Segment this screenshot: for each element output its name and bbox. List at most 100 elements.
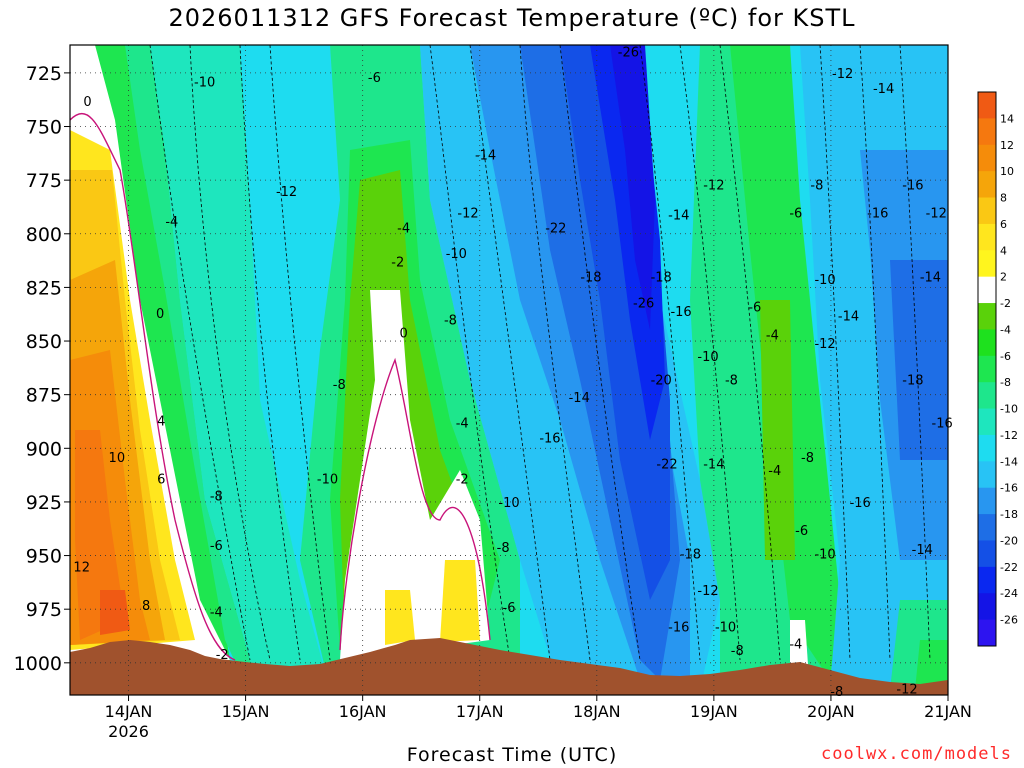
temperature-field [70, 45, 948, 695]
x-tick-label: 20JAN [807, 702, 855, 721]
contour-label: -12 [896, 683, 917, 698]
contour-label: -14 [838, 309, 859, 324]
terrain-surface [70, 638, 948, 695]
colorbar-label: -2 [1000, 297, 1011, 310]
contour-label: 6 [157, 472, 165, 487]
contour-label: 12 [73, 560, 90, 575]
contour-label: -8 [333, 378, 346, 393]
contour-label: -12 [697, 584, 718, 599]
contour-label: -2 [391, 256, 404, 271]
colorbar-swatch [978, 514, 996, 541]
colorbar-frame [977, 91, 997, 647]
contour-label: -16 [668, 620, 689, 635]
colorbar-label: 14 [1000, 112, 1014, 125]
contour-label: 0 [156, 307, 164, 322]
contour-label: -16 [867, 206, 888, 221]
x-tick-label: 15JAN [222, 702, 270, 721]
contour-label: -16 [850, 496, 871, 511]
x-tick-label: 21JAN [924, 702, 972, 721]
contour-label: -16 [670, 305, 691, 320]
colorbar-swatch [978, 118, 996, 146]
contour-label: -14 [569, 391, 590, 406]
contour-label: -22 [656, 457, 677, 472]
colorbar-label: -26 [1000, 614, 1018, 627]
contour-label: -12 [814, 337, 835, 352]
contour-label: -20 [651, 374, 672, 389]
colorbar-swatch [978, 566, 996, 594]
y-axis: 725 750 775 800 825 850 875 900 925 950 975 1000 [14, 63, 70, 675]
y-tick-label: 975 [26, 599, 62, 621]
contour-label: -8 [731, 644, 744, 659]
colorbar-swatch [978, 197, 996, 225]
contour-label: -8 [497, 541, 510, 556]
x-tick-year: 2026 [108, 722, 149, 741]
credit-link[interactable]: coolwx.com/models [821, 744, 1012, 764]
colorbar-label: 12 [1000, 139, 1014, 152]
contour-label: -10 [814, 273, 835, 288]
contour-label: -10 [194, 75, 215, 90]
contour-label: -18 [580, 271, 601, 286]
contour-label: -6 [789, 206, 802, 221]
colorbar-label: -20 [1000, 534, 1018, 547]
contour-label: 8 [142, 599, 150, 614]
contour-label: -6 [210, 539, 223, 554]
contour-label: -2 [456, 472, 469, 487]
contour-label: -16 [902, 178, 923, 193]
contour-label: -12 [703, 178, 724, 193]
x-tick-label: 18JAN [573, 702, 621, 721]
colorbar-label: -8 [1000, 376, 1011, 389]
y-tick-label: 775 [26, 170, 62, 192]
contour-label: -6 [795, 524, 808, 539]
contour-label: -6 [368, 71, 381, 86]
contour-label: -4 [789, 638, 802, 653]
y-tick-label: 750 [26, 117, 62, 139]
contour-label: -18 [680, 547, 701, 562]
colorbar-swatch [978, 619, 996, 647]
contour-label: -4 [165, 215, 178, 230]
colorbar-swatch [978, 434, 996, 462]
colorbar-label: -12 [1000, 429, 1018, 442]
contour-label: -10 [317, 472, 338, 487]
zero-isotherm [70, 113, 491, 661]
contour-label: -14 [912, 543, 933, 558]
colorbar-label: 6 [1000, 218, 1007, 231]
colorbar-swatch [978, 382, 996, 410]
contour-label: -14 [920, 271, 941, 286]
contour-label: -8 [444, 314, 457, 329]
contour-label: -22 [545, 221, 566, 236]
y-tick-label: 725 [26, 63, 62, 85]
color-bar: 14 12 10 8 6 4 2 -2 -4 -6 -8 -10 -12 -14 -16 -18 -20 -22 -… [977, 91, 1018, 647]
contour-label: -12 [276, 185, 297, 200]
contour-label: -4 [397, 221, 410, 236]
colorbar-swatch [978, 223, 996, 251]
contour-label: -8 [830, 685, 843, 700]
contour-label: -4 [768, 464, 781, 479]
colorbar-label: -18 [1000, 508, 1018, 521]
contour-label: -14 [475, 148, 496, 163]
contour-label: 0 [399, 326, 407, 341]
colorbar-swatch [978, 593, 996, 621]
contour-label: -16 [539, 432, 560, 447]
y-tick-label: 850 [26, 331, 62, 353]
y-tick-label: 1000 [14, 653, 62, 675]
colorbar-swatch [978, 487, 996, 515]
contour-label: -6 [748, 301, 761, 316]
plot-frame [69, 44, 949, 696]
x-tick-label: 14JAN [105, 702, 153, 721]
y-tick-label: 875 [26, 385, 62, 407]
contour-label: -18 [651, 271, 672, 286]
contour-label: -10 [814, 547, 835, 562]
contour-label: -8 [210, 489, 223, 504]
contour-label: -8 [810, 178, 823, 193]
y-tick-label: 925 [26, 492, 62, 514]
colorbar-swatch [978, 303, 996, 330]
contour-label: -18 [902, 374, 923, 389]
contour-label: -26 [618, 45, 639, 60]
contour-labels: 0-10 -6-26-12-14-12-14-12-22-14-12-6-8-16… [73, 45, 952, 700]
colorbar-label: 8 [1000, 192, 1007, 205]
contour-label: -4 [210, 605, 223, 620]
contour-label: 10 [109, 451, 126, 466]
contour-label: 0 [83, 95, 91, 110]
colorbar-label: -22 [1000, 561, 1018, 574]
